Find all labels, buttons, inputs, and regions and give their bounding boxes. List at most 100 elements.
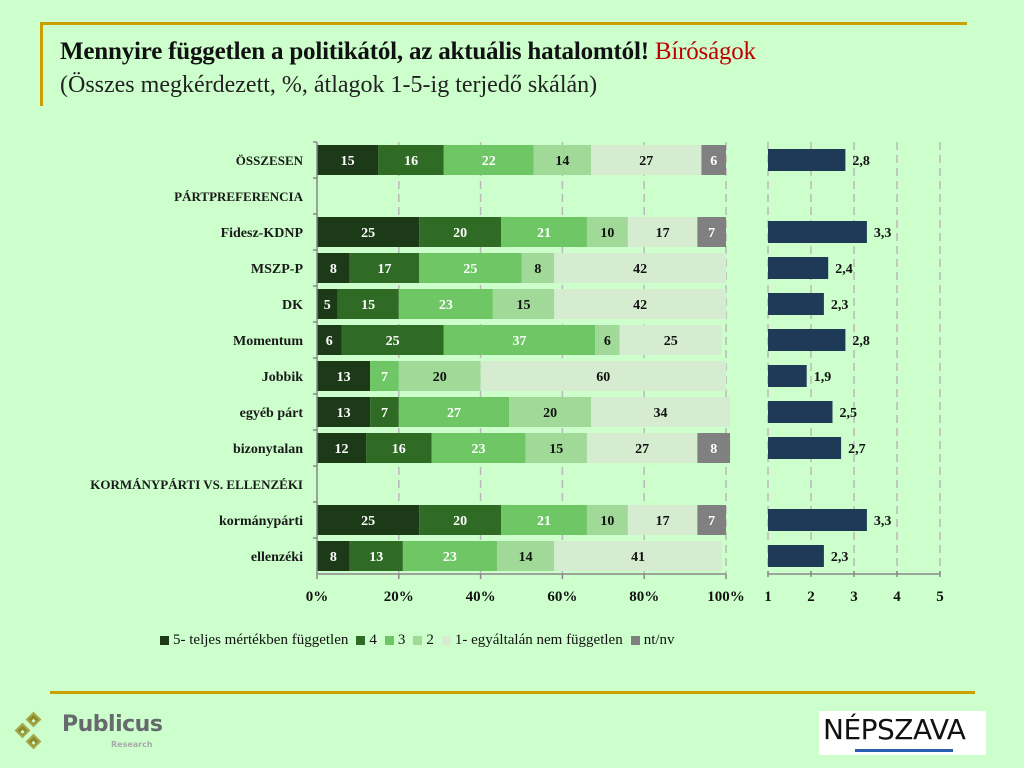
legend-label: 1- egyáltalán nem független (454, 632, 623, 648)
stacked-bar-segment (586, 433, 698, 463)
legend-swatch (630, 636, 640, 645)
mean-bar-label: 2,5 (840, 406, 858, 421)
stacked-bar-segment (697, 217, 726, 247)
legend-swatch (384, 636, 394, 645)
stacked-bar-segment (317, 505, 420, 535)
legend-item: 2 (413, 632, 434, 649)
logo-diamond-icon (25, 711, 42, 728)
stacked-bar-segment (317, 361, 371, 391)
legend-item: 3 (384, 632, 405, 649)
stacked-bar-segment (525, 433, 587, 463)
stacked-bar-segment (697, 433, 731, 463)
bar-data-label: 21 (537, 514, 551, 529)
bar-data-label: 37 (512, 334, 526, 349)
bar-data-label: 27 (635, 442, 649, 457)
frame-bottom-line (50, 691, 975, 694)
chart-title: Mennyire független a politikától, az akt… (60, 38, 756, 66)
stacked-bar-segment (398, 361, 481, 391)
stacked-bar-segment (533, 145, 592, 175)
bar-data-label: 7 (381, 406, 388, 421)
left-x-tick-label: 100% (707, 589, 745, 605)
category-label: ellenzéki (251, 550, 303, 565)
stacked-bar-segment (554, 289, 726, 319)
bar-data-label: 25 (386, 334, 400, 349)
stacked-bar-segment (496, 541, 555, 571)
bar-data-label: 8 (330, 550, 337, 565)
stacked-bar-segment (317, 541, 350, 571)
mean-bar-label: 2,7 (848, 442, 866, 457)
stacked-bar-segment (370, 397, 399, 427)
right-x-tick-label: 3 (850, 589, 858, 605)
bar-data-label: 16 (392, 442, 406, 457)
category-label: ÖSSZESEN (236, 153, 304, 168)
bar-data-label: 23 (443, 550, 457, 565)
stacked-bar-segment (402, 541, 497, 571)
bar-data-label: 23 (439, 298, 453, 313)
bar-data-label: 8 (330, 262, 337, 277)
bar-data-label: 21 (537, 226, 551, 241)
stacked-bar-segment (341, 325, 444, 355)
bar-data-label: 23 (472, 442, 486, 457)
stacked-bar-segment (492, 289, 555, 319)
bar-data-label: 25 (361, 226, 375, 241)
legend-item: 1- egyáltalán nem független (441, 632, 623, 649)
bar-data-label: 42 (633, 262, 647, 277)
bar-data-label: 10 (600, 226, 614, 241)
bar-data-label: 8 (534, 262, 541, 277)
category-label: bizonytalan (233, 442, 303, 457)
bar-data-label: 8 (710, 442, 717, 457)
nepszava-logo: NÉPSZAVA (819, 711, 986, 755)
bar-data-label: 25 (361, 514, 375, 529)
publicus-logo: Publicus Research (14, 711, 163, 756)
bar-data-label: 20 (453, 226, 467, 241)
category-label: PÁRTPREFERENCIA (174, 189, 303, 204)
title-main: Mennyire független a politikától, az akt… (60, 38, 649, 65)
bar-data-label: 22 (482, 154, 496, 169)
bar-data-label: 13 (337, 406, 351, 421)
bar-data-label: 13 (337, 370, 351, 385)
left-x-tick-label: 40% (466, 589, 496, 605)
stacked-bar-segment (619, 325, 722, 355)
stacked-bar-segment (443, 145, 534, 175)
legend-item: 4 (356, 632, 377, 649)
stacked-bar-segment (317, 433, 367, 463)
mean-bar (768, 545, 824, 567)
mean-bar-label: 3,3 (874, 226, 892, 241)
bar-data-label: 14 (555, 154, 569, 169)
mean-bar-label: 2,3 (831, 298, 849, 313)
stacked-bar-segment (521, 253, 555, 283)
mean-bar (768, 437, 842, 459)
stacked-bar-segment (443, 325, 596, 355)
bar-data-label: 17 (377, 262, 391, 277)
stacked-bar-segment (370, 361, 399, 391)
category-label: Jobbik (262, 370, 303, 385)
legend: 5- teljes mértékben független 4 3 2 1- egyál… (160, 632, 683, 649)
mean-bar (768, 221, 867, 243)
category-label: DK (282, 298, 303, 313)
left-x-tick-label: 20% (384, 589, 414, 605)
bar-data-label: 17 (656, 514, 670, 529)
stacked-bar-segment (419, 253, 522, 283)
legend-label: 4 (369, 632, 377, 648)
publicus-logo-text: Publicus (62, 712, 163, 737)
bar-data-label: 60 (596, 370, 610, 385)
left-x-tick-label: 80% (629, 589, 659, 605)
bar-data-label: 27 (639, 154, 653, 169)
legend-label: 5- teljes mértékben független (173, 632, 349, 648)
mean-bar (768, 509, 867, 531)
stacked-bar-segment (431, 433, 526, 463)
legend-swatch (413, 636, 423, 645)
stacked-bar-segment (586, 505, 628, 535)
bar-data-label: 20 (433, 370, 447, 385)
stacked-bar-segment (317, 217, 420, 247)
stacked-bar-segment (317, 397, 371, 427)
bar-data-label: 7 (708, 226, 715, 241)
mean-bar-label: 2,3 (831, 550, 849, 565)
right-x-tick-label: 2 (807, 589, 815, 605)
stacked-bar-segment (317, 289, 338, 319)
legend-label: 2 (426, 632, 434, 648)
stacked-bar-segment (554, 541, 722, 571)
stacked-bar-segment (317, 145, 379, 175)
category-label: egyéb párt (240, 406, 304, 421)
